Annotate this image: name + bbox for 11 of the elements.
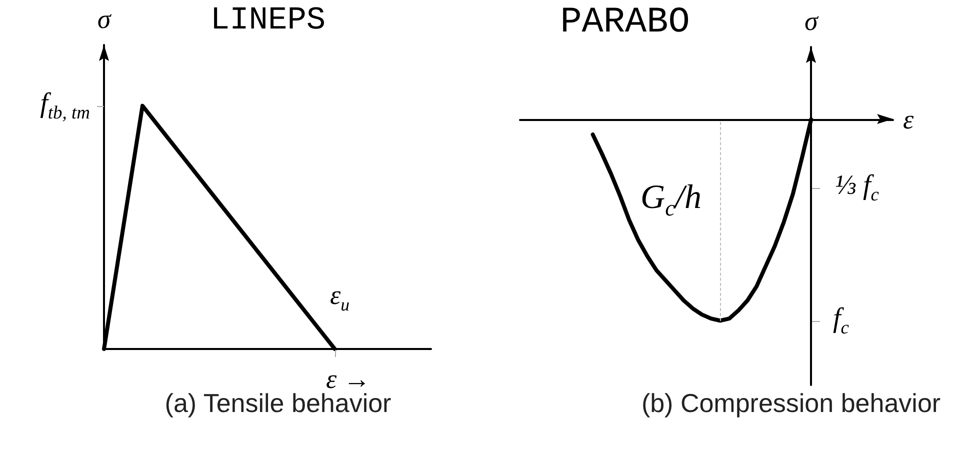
annotation: ⅓ f$_{c}$ bbox=[835, 170, 879, 205]
y-axis-title: σ bbox=[97, 4, 112, 34]
chart-subtitle: PARABO bbox=[560, 2, 690, 42]
annotation: ε$_{u}$ bbox=[330, 280, 350, 315]
x-axis-title: ε bbox=[903, 104, 914, 134]
chart-subtitle: LINEPS bbox=[210, 2, 326, 38]
annotation: f$_{c}$ bbox=[833, 303, 849, 338]
y-axis-title: σ bbox=[804, 6, 820, 36]
text: (b) Compression behavior bbox=[641, 388, 941, 418]
text: f$_{tb, tm}$ bbox=[40, 88, 90, 123]
annotation: G$_{c}$/h bbox=[640, 178, 702, 222]
